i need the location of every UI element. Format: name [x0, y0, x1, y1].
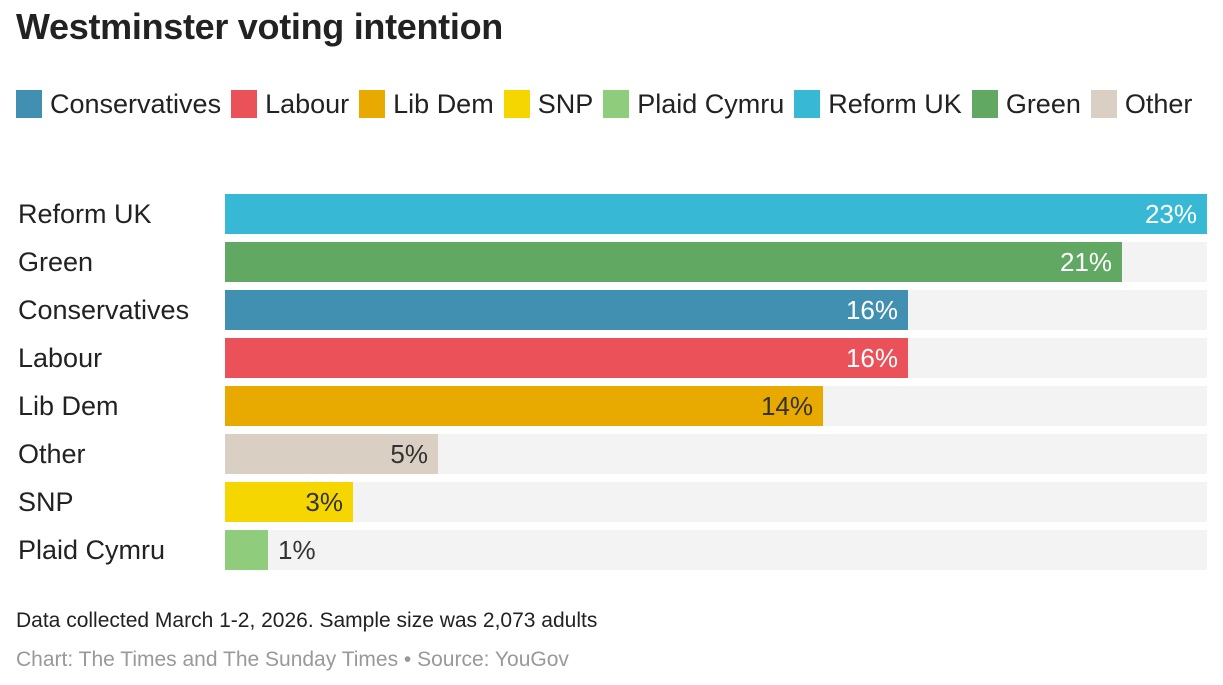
- legend-item: Green: [971, 86, 1081, 122]
- bar-track: [225, 482, 1207, 522]
- bar: [225, 482, 353, 522]
- legend-item: Plaid Cymru: [603, 86, 784, 122]
- bar: [225, 338, 908, 378]
- legend-label: Green: [1005, 88, 1081, 119]
- bar-value-label: 23%: [1144, 199, 1197, 229]
- bar-value-label: 14%: [760, 391, 813, 421]
- legend-label: SNP: [537, 88, 594, 119]
- bar-value-label: 5%: [390, 439, 428, 469]
- bar: [225, 290, 908, 330]
- bar: [225, 242, 1122, 282]
- legend-label: Other: [1124, 88, 1193, 119]
- legend-swatch: [231, 90, 258, 118]
- legend-swatch: [16, 90, 42, 118]
- legend-item: Other: [1090, 86, 1193, 122]
- bar-value-label: 3%: [305, 487, 343, 517]
- legend-label: Plaid Cymru: [637, 88, 785, 119]
- legend-item: Labour: [231, 86, 349, 122]
- legend-item: SNP: [503, 86, 594, 122]
- legend-item: Reform UK: [794, 86, 962, 122]
- legend-swatch: [603, 90, 630, 118]
- legend-swatch: [794, 90, 821, 118]
- chart-title: Westminster voting intention: [16, 6, 503, 47]
- category-label: Plaid Cymru: [18, 535, 166, 565]
- bar: [225, 434, 438, 474]
- legend-item: Conservatives: [16, 86, 221, 122]
- source-credit: Chart: The Times and The Sunday Times • …: [16, 648, 569, 671]
- legend-swatch: [503, 90, 530, 118]
- legend-label: Lib Dem: [393, 88, 494, 119]
- category-label: Labour: [18, 343, 103, 373]
- bar-value-label: 16%: [845, 343, 898, 373]
- bar-value-label: 16%: [845, 295, 898, 325]
- category-label: Green: [18, 247, 94, 277]
- legend-swatch: [971, 90, 998, 118]
- legend-label: Labour: [265, 88, 350, 119]
- legend-swatch: [359, 90, 386, 118]
- legend-item: Lib Dem: [359, 86, 494, 122]
- category-label: Conservatives: [18, 295, 190, 325]
- bar: [225, 386, 823, 426]
- category-label: SNP: [18, 487, 74, 517]
- bar-value-label: 21%: [1059, 247, 1112, 277]
- category-label: Lib Dem: [18, 391, 119, 421]
- bar: [225, 530, 268, 570]
- data-note: Data collected March 1-2, 2026. Sample s…: [16, 609, 598, 632]
- legend-label: Reform UK: [828, 88, 962, 119]
- category-label: Reform UK: [18, 199, 152, 229]
- legend-label: Conservatives: [50, 88, 222, 119]
- bar: [225, 194, 1207, 234]
- bar-track: [225, 530, 1207, 570]
- legend-swatch: [1090, 90, 1117, 118]
- legend: Conservatives Labour Lib Dem SNP Plaid Cymru…: [16, 86, 1216, 130]
- bar-value-label: 1%: [278, 535, 316, 565]
- category-label: Other: [18, 439, 86, 469]
